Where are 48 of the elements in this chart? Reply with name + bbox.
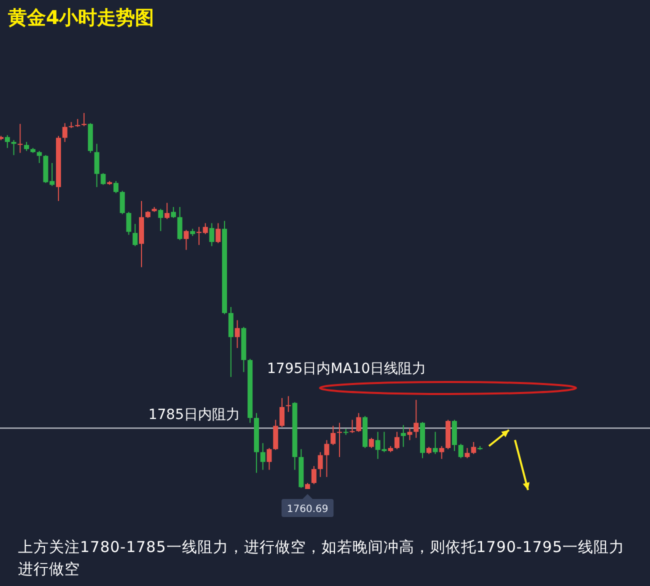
candlestick <box>18 123 23 154</box>
candlestick <box>266 448 272 470</box>
candlestick <box>311 466 316 485</box>
candlestick <box>368 437 374 449</box>
candlestick <box>100 172 106 186</box>
candlestick <box>286 396 291 412</box>
candlestick <box>132 223 138 247</box>
candlestick <box>471 442 476 455</box>
candlestick <box>94 143 100 188</box>
candlestick <box>11 140 16 156</box>
candlestick <box>464 448 470 459</box>
candlestick <box>273 419 278 450</box>
candlestick <box>280 398 285 428</box>
candlestick <box>209 222 214 247</box>
candlestick <box>356 412 362 432</box>
chart-title: 黄金4小时走势图 <box>7 7 154 29</box>
candlestick <box>113 180 118 194</box>
candlestick <box>330 425 336 446</box>
candlestick <box>4 134 10 148</box>
candlestick <box>336 422 342 458</box>
annotation: 1795日内MA10日线阻力 <box>267 361 426 377</box>
candlestick <box>164 202 170 220</box>
candlestick <box>350 419 355 434</box>
candlestick <box>432 431 438 455</box>
candlestick <box>260 442 266 470</box>
candlestick <box>324 440 330 478</box>
candlestick <box>407 428 412 441</box>
candlestick <box>234 320 240 348</box>
candlestick <box>158 208 164 232</box>
candlestick <box>184 229 189 250</box>
candlestick <box>170 206 176 218</box>
candlestick <box>177 206 182 241</box>
candlestick <box>24 141 30 152</box>
candlestick <box>216 222 221 244</box>
annotation: 1760.69 <box>286 504 328 515</box>
candlestick <box>414 399 419 438</box>
candlestick <box>318 452 323 478</box>
text: 上方关注1780-1785一线阻力，进行做空，如若晚间冲高，则依托1790-1795一线阻力进行做空 <box>18 537 626 580</box>
candlestick <box>120 190 125 215</box>
candlestick <box>400 424 406 448</box>
candlestick <box>36 150 42 164</box>
candlestick <box>394 431 400 450</box>
candlestick <box>126 211 132 236</box>
candlestick <box>62 122 68 142</box>
candlestick <box>439 446 444 460</box>
candlestick <box>458 443 464 459</box>
ref-line-label: 1785日内阻力 <box>148 407 240 424</box>
note: 1760.69 <box>282 494 334 517</box>
